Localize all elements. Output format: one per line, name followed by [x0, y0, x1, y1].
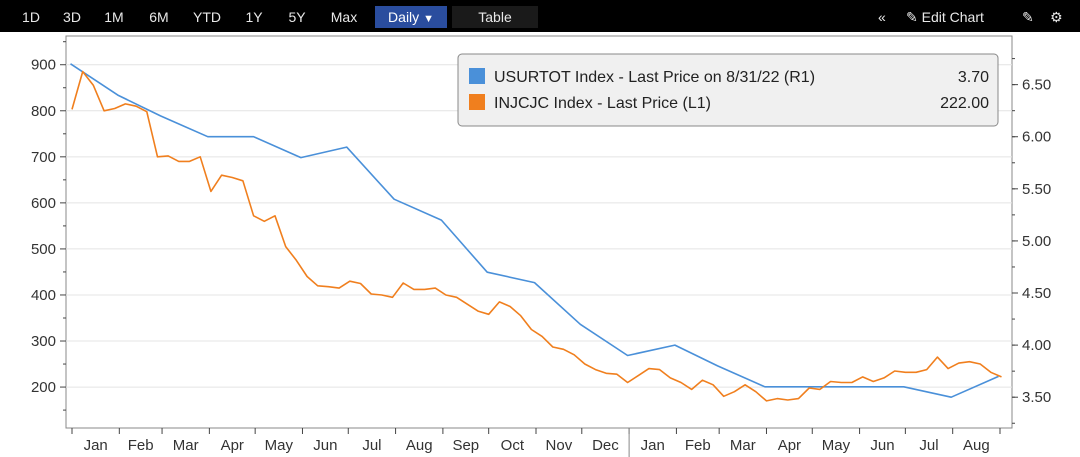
x-tick-label: May [265, 437, 294, 454]
legend-label-injcjc: INJCJC Index - Last Price (L1) [494, 95, 711, 112]
left-tick-label: 500 [31, 241, 56, 258]
gear-icon[interactable]: ⚙ [1050, 9, 1063, 25]
range-button-ytd[interactable]: YTD [193, 9, 221, 25]
legend-swatch-injcjc [469, 94, 485, 110]
x-tick-label: Apr [221, 437, 244, 454]
x-tick-label: Apr [778, 437, 801, 454]
frequency-label: Daily [388, 9, 420, 25]
x-tick-label: May [822, 437, 851, 454]
right-tick-label: 5.50 [1022, 181, 1051, 198]
range-button-6m[interactable]: 6M [149, 9, 169, 25]
legend-value-usurtot: 3.70 [958, 69, 989, 86]
x-tick-label: Jul [362, 437, 381, 454]
x-tick-label: Oct [501, 437, 525, 454]
x-tick-label: Sep [452, 437, 479, 454]
range-button-1m[interactable]: 1M [104, 9, 124, 25]
range-button-1y[interactable]: 1Y [245, 9, 263, 25]
range-button-1d[interactable]: 1D [22, 9, 40, 25]
left-tick-label: 900 [31, 57, 56, 74]
x-tick-label: Feb [128, 437, 154, 454]
range-button-5y[interactable]: 5Y [288, 9, 306, 25]
left-tick-label: 600 [31, 195, 56, 212]
left-tick-label: 700 [31, 149, 56, 166]
series-line-injcjc-index [71, 70, 1002, 402]
x-tick-label: Jan [641, 437, 665, 454]
right-tick-label: 4.50 [1022, 285, 1051, 302]
x-tick-label: Aug [963, 437, 990, 454]
table-button[interactable]: Table [452, 6, 538, 28]
x-tick-label: Feb [685, 437, 711, 454]
chevron-down-icon: ▼ [423, 13, 434, 25]
left-axis: 200 300 400 500 600 700 800 900 [31, 41, 66, 411]
x-tick-label: Aug [406, 437, 433, 454]
range-button-3d[interactable]: 3D [63, 9, 81, 25]
edit-chart-button[interactable]: ✎ Edit Chart [906, 6, 984, 28]
series-line-usurtot-index [70, 63, 999, 399]
x-tick-label: Jun [313, 437, 337, 454]
right-tick-label: 5.00 [1022, 233, 1051, 250]
chart-toolbar: 1D 3D 1M 6M YTD 1Y 5Y Max Daily ▼ Table « ✎ Edi… [0, 0, 1080, 32]
x-tick-label: Jun [870, 437, 894, 454]
x-tick-label: Jul [919, 437, 938, 454]
right-axis: 3.50 4.00 4.50 5.00 5.50 6.00 6.50 [1012, 58, 1051, 424]
edit-box-icon[interactable]: ✎ [1022, 9, 1034, 25]
legend-label-usurtot: USURTOT Index - Last Price on 8/31/22 (R… [494, 69, 815, 86]
right-tick-label: 4.00 [1022, 337, 1051, 354]
x-axis: Jan Feb Mar Apr May Jun Jul Aug Sep Oct Nov Dec Jan F… [71, 428, 1001, 457]
x-tick-label: Mar [730, 437, 756, 454]
legend: USURTOT Index - Last Price on 8/31/22 (R… [457, 53, 999, 127]
pencil-icon: ✎ [906, 9, 918, 25]
collapse-icon[interactable]: « [878, 9, 886, 25]
series-lines [70, 63, 1002, 402]
left-tick-label: 400 [31, 287, 56, 304]
x-tick-label: Dec [592, 437, 619, 454]
edit-chart-label: Edit Chart [921, 9, 984, 25]
frequency-dropdown[interactable]: Daily ▼ [375, 6, 447, 28]
x-tick-label: Mar [173, 437, 199, 454]
x-tick-label: Jan [84, 437, 108, 454]
legend-value-injcjc: 222.00 [940, 95, 989, 112]
range-button-max[interactable]: Max [330, 9, 358, 25]
left-tick-label: 300 [31, 333, 56, 350]
right-tick-label: 3.50 [1022, 389, 1051, 406]
legend-swatch-usurtot [469, 68, 485, 84]
right-tick-label: 6.50 [1022, 77, 1051, 94]
x-tick-label: Nov [546, 437, 573, 454]
right-tick-label: 6.00 [1022, 129, 1051, 146]
legend-box [457, 53, 999, 127]
chart: 200 300 400 500 600 700 800 900 3.50 4.00 4.50 5.0… [31, 35, 1051, 457]
left-tick-label: 200 [31, 379, 56, 396]
left-tick-label: 800 [31, 103, 56, 120]
